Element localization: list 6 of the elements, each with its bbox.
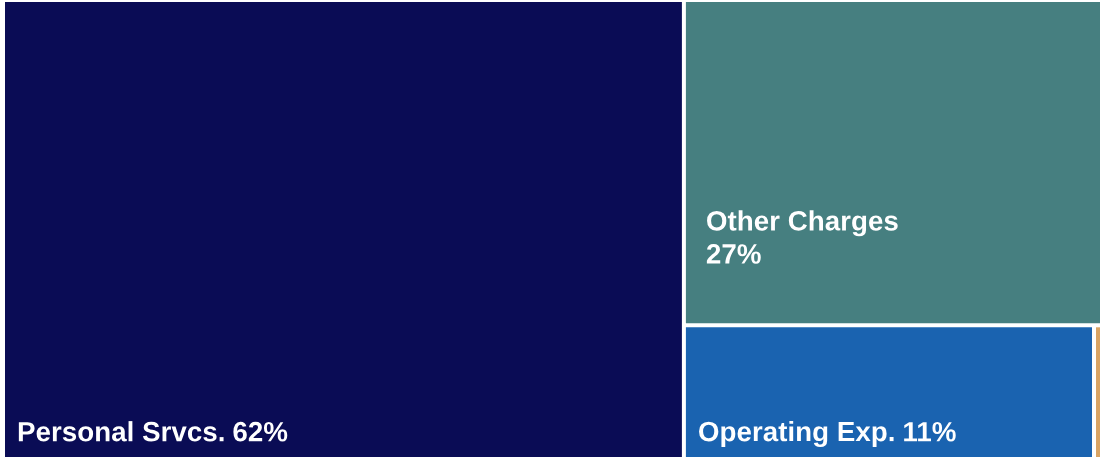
data-label: 11%: [904, 421, 956, 442]
category-label: Personal Srvcs.: [18, 421, 224, 442]
data-label: 27%: [706, 244, 761, 264]
category-label: Other Charges: [707, 210, 898, 237]
data-label: 62%: [233, 421, 288, 442]
category-label: Operating Exp.: [699, 420, 894, 447]
